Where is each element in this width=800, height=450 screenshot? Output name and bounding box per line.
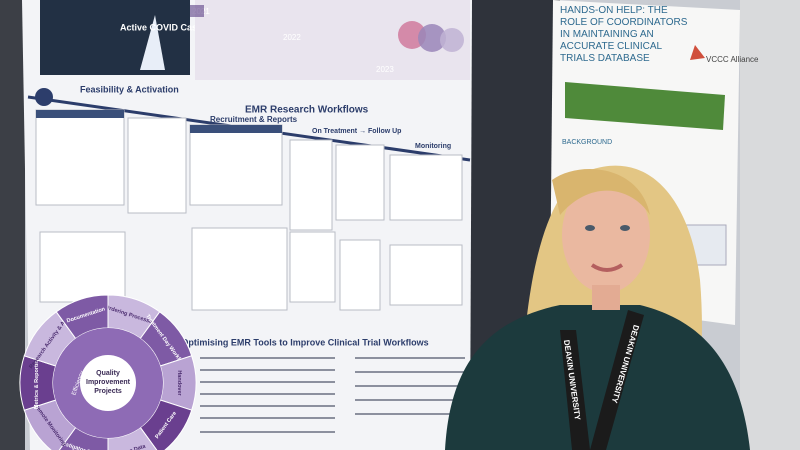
lanyard — [590, 310, 644, 450]
screenshot — [289, 231, 336, 303]
wheel-center-label: Quality Improvement Projects — [86, 370, 130, 395]
screen-header — [36, 110, 124, 118]
smile — [590, 263, 624, 272]
face — [562, 177, 650, 293]
venn-b — [418, 24, 446, 52]
stage-label: On Treatment → Follow Up — [312, 128, 401, 135]
stage-label: Feasibility & Activation — [80, 84, 179, 94]
screenshot — [39, 231, 126, 303]
center-box: Quality Improvement Projects — [86, 370, 130, 395]
heading: BACKGROUND — [562, 139, 612, 146]
year-badge — [190, 5, 204, 17]
screenshot — [191, 227, 288, 311]
text-lines — [200, 357, 465, 433]
title-box: HANDS-ON HELP: THE ROLE OF COORDINATORS … — [560, 5, 688, 64]
segment-label: Handover — [176, 370, 182, 396]
covid-label: Active COVID Cases in Victoria — [120, 22, 254, 32]
stage-label: Recruitment & Reports — [210, 115, 298, 124]
logo: VCCC Alliance — [706, 55, 759, 64]
stage-label: EMR Research Workflows — [245, 105, 369, 116]
poster-title: HANDS-ON HELP: THE ROLE OF COORDINATORS … — [560, 5, 688, 64]
lanyard — [560, 330, 590, 450]
segment-label: Metrics & Reporting — [34, 357, 40, 409]
screenshot — [339, 239, 381, 311]
summary-band — [565, 82, 725, 130]
screenshot — [289, 139, 333, 231]
screenshot — [335, 144, 385, 221]
screenshots — [35, 109, 463, 311]
screenshot — [35, 109, 125, 206]
year: 2022 — [283, 33, 301, 42]
logo-mark — [690, 45, 705, 60]
covid-graphic — [40, 0, 190, 75]
screenshot — [189, 124, 283, 206]
stage-label: Monitoring — [415, 143, 451, 150]
section-title: Optimising EMR Tools to Improve Clinical… — [181, 337, 428, 347]
neck — [592, 285, 620, 310]
year: 2023 — [376, 65, 394, 74]
screen-header — [190, 125, 282, 133]
wheel-center — [80, 355, 136, 411]
wall-right — [740, 0, 800, 450]
fringe — [552, 169, 650, 215]
icon — [35, 88, 53, 106]
top — [445, 305, 750, 450]
venn-c — [440, 28, 464, 52]
eye — [585, 225, 595, 231]
screenshot — [389, 244, 463, 306]
screenshot — [127, 117, 187, 214]
screenshot — [389, 154, 463, 221]
eye — [620, 225, 630, 231]
covid-peak — [140, 15, 165, 70]
